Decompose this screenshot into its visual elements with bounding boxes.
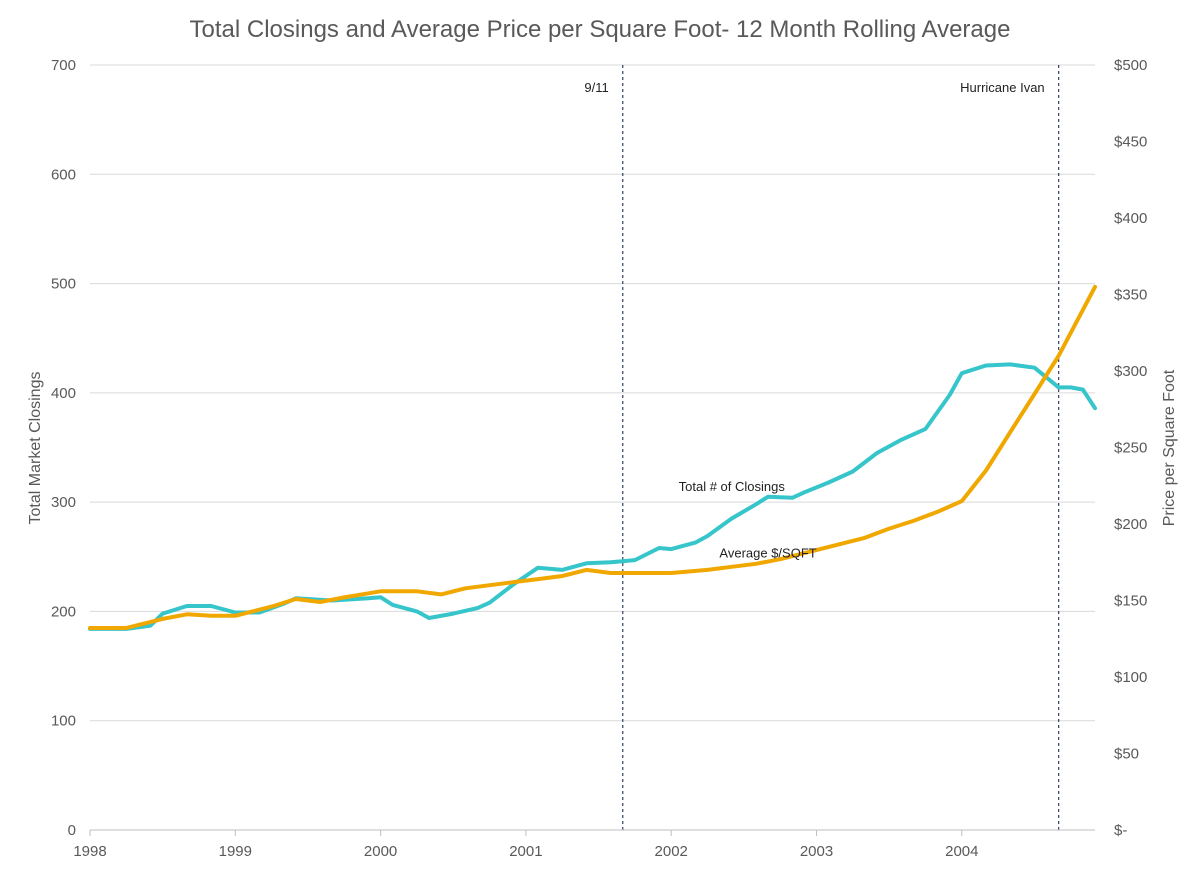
axes: 0 100 200 300 400 500 600 700 $- $50 $100 $150 $200 $… [51,57,1147,860]
series-annotation: Average $/SQFT [719,546,816,561]
y-left-tick-label: 500 [51,276,76,293]
y-right-tick-label: $150 [1114,593,1147,610]
y-axis-right-title: Price per Square Foot [1161,369,1178,526]
y-left-tick-label: 200 [51,603,76,620]
y-left-tick-label: 100 [51,713,76,730]
y-axis-left-title: Total Market Closings [27,372,44,525]
gridlines [90,64,1095,831]
series-lines [88,284,1097,631]
y-right-tick-label: $300 [1114,363,1147,380]
x-tick-label: 1999 [219,843,252,860]
y-left-tick-label: 700 [51,57,76,74]
closings-series-line [88,362,1097,631]
series-annotation: Total # of Closings [679,479,786,494]
x-tick-label: 1998 [73,843,106,860]
y-right-tick-label: $100 [1114,669,1147,686]
event-label: Hurricane Ivan [960,80,1045,95]
chart-title: Total Closings and Average Price per Squ… [190,16,1011,43]
y-left-tick-label: 600 [51,166,76,183]
x-tick-label: 2001 [509,843,542,860]
y-left-tick-label: 0 [68,822,76,839]
event-markers [622,65,1060,830]
y-right-tick-label: $50 [1114,746,1139,763]
y-left-tick-label: 400 [51,385,76,402]
price-series-line [88,284,1097,630]
y-right-tick-label: $200 [1114,516,1147,533]
y-right-tick-label: $250 [1114,440,1147,457]
x-tick-label: 2002 [655,843,688,860]
y-left-tick-label: 300 [51,494,76,511]
y-right-tick-label: $- [1114,822,1127,839]
x-tick-label: 2004 [945,843,978,860]
y-right-tick-label: $350 [1114,287,1147,304]
x-tick-label: 2000 [364,843,397,860]
y-right-tick-label: $450 [1114,134,1147,151]
y-right-tick-label: $500 [1114,57,1147,74]
y-right-tick-label: $400 [1114,210,1147,227]
annotations: 9/11 Hurricane Ivan Total # of Closings Ave… [584,80,1044,561]
event-label: 9/11 [584,80,608,95]
x-tick-label: 2003 [800,843,833,860]
